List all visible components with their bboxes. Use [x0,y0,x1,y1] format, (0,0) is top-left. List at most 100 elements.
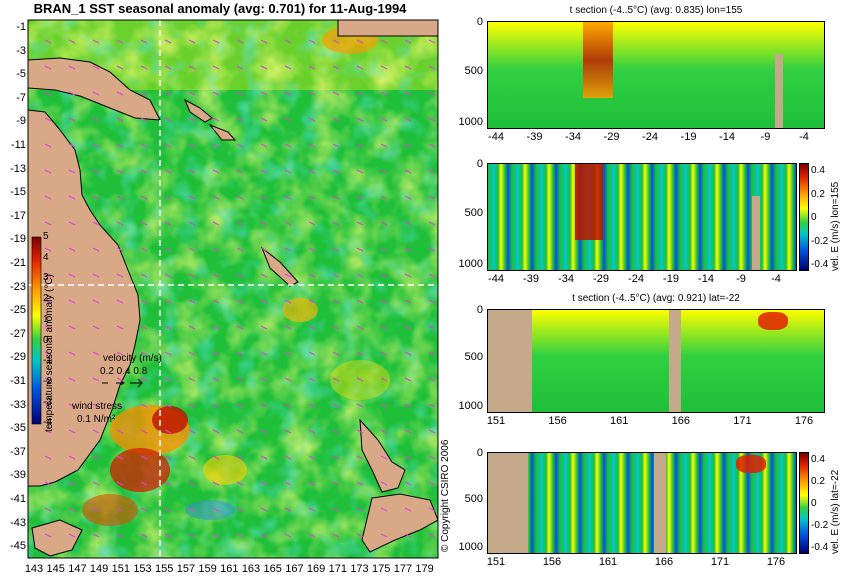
wind-arrow [44,351,52,356]
wind-arrow [380,91,388,96]
wind-arrow [164,351,172,356]
wind-arrow [380,195,388,200]
wind-arrow [380,403,388,408]
wind-arrow [308,377,316,382]
wind-arrow [428,39,436,44]
panel-y-tick: 500 [464,492,483,505]
latitude-tick: -5 [16,68,26,81]
wind-arrow [236,325,244,330]
wind-arrow [68,65,76,70]
wind-arrow [116,351,124,356]
wind-arrow [356,351,364,356]
wind-arrow [92,169,100,174]
latitude-tick: -11 [10,139,26,151]
panel-x-tick: -24 [628,273,644,285]
section-land [488,310,532,412]
wind-arrow [428,507,436,512]
wind-arrow [140,325,148,330]
sst-colorbar-tick: 4 [43,251,49,263]
wind-arrow [116,299,124,304]
wind-arrow [260,221,268,226]
wind-arrow [116,273,124,278]
wind-arrow [404,169,412,174]
wind-arrow [260,273,268,278]
map-area [28,20,438,558]
wind-arrow [140,195,148,200]
wind-arrow [92,299,100,304]
longitude-tick: 169 [306,563,326,575]
panel-title: t section (-4..5°C) (avg: 0.835) lon=155 [569,5,743,16]
wind-arrow [92,39,100,44]
wind-arrow [380,143,388,148]
wind-arrow [212,403,220,408]
wind-arrow [188,117,196,122]
wind-arrow [332,221,340,226]
wind-arrow [284,273,292,278]
panel-y-tick: 1000 [458,540,483,553]
wind-arrow [44,507,52,512]
wind-arrow [308,247,316,252]
wind-arrow [140,169,148,174]
panel-x-tick: 161 [598,556,618,568]
wind-arrow [404,325,412,330]
velocity-colorbar [799,452,809,554]
wind-arrow [140,533,148,538]
wind-arrow [404,143,412,148]
wind-arrow [332,195,340,200]
wind-arrow [284,195,292,200]
panel-y-tick: 0 [476,16,483,29]
wind-arrow [404,481,412,486]
wind-arrow [188,429,196,434]
wind-arrow [284,91,292,96]
wind-arrow [380,221,388,226]
latitude-tick: -3 [16,44,26,57]
tasmania-land [31,519,83,557]
sst-colorbar-tick: -3 [43,396,52,408]
wind-arrow [356,455,364,460]
latitude-tick: -27 [10,327,26,340]
wind-arrow [212,325,220,330]
wind-arrow [380,455,388,460]
wind-arrow [68,481,76,486]
wind-arrow [188,169,196,174]
wind-arrow [404,221,412,226]
wind-arrow [188,351,196,356]
wind-legend-value: 0.1 N/m² [77,414,116,425]
wind-arrow [92,325,100,330]
wind-arrow [236,247,244,252]
velocity-colorbar-tick: 0 [811,498,817,509]
wind-arrow [380,507,388,512]
longitude-tick: 175 [372,563,391,575]
sst-colorbar-tick: 3 [43,272,49,284]
wind-arrow [116,143,124,148]
wind-arrow [404,91,412,96]
latitude-tick: -43 [10,516,26,529]
latitude-tick: -33 [10,398,26,411]
wind-arrow [236,377,244,382]
wind-arrow [428,65,436,70]
panel-y-tick: 0 [476,447,483,460]
wind-arrow [164,507,172,512]
velocity-legend-values: 0.2 0.4 0.8 [100,366,148,377]
wind-arrow [404,455,412,460]
longitude-tick: 145 [46,563,65,575]
panel-x-tick: 151 [486,415,506,427]
velocity-colorbar-tick: -0.4 [811,259,829,270]
velocity-colorbar-tick: 0 [811,212,817,223]
longitude-tick: 159 [198,563,217,575]
longitude-tick: 163 [241,563,261,575]
wind-arrow [164,143,172,148]
velocity-colorbar-tick: -0.4 [811,542,829,553]
wind-arrow [332,273,340,278]
wind-arrow [164,429,172,434]
wind-arrow [44,455,52,460]
wind-arrow [356,377,364,382]
wind-arrow [140,507,148,512]
panel-x-tick: -29 [593,273,609,285]
wind-arrow [404,507,412,512]
velocity-legend-label: velocity (m/s) [103,353,162,364]
wind-arrow [92,533,100,538]
wind-arrow [332,377,340,382]
wind-arrow [284,65,292,70]
velocity-colorbar-label: vel. E (m/s) lon=155 [830,181,841,271]
